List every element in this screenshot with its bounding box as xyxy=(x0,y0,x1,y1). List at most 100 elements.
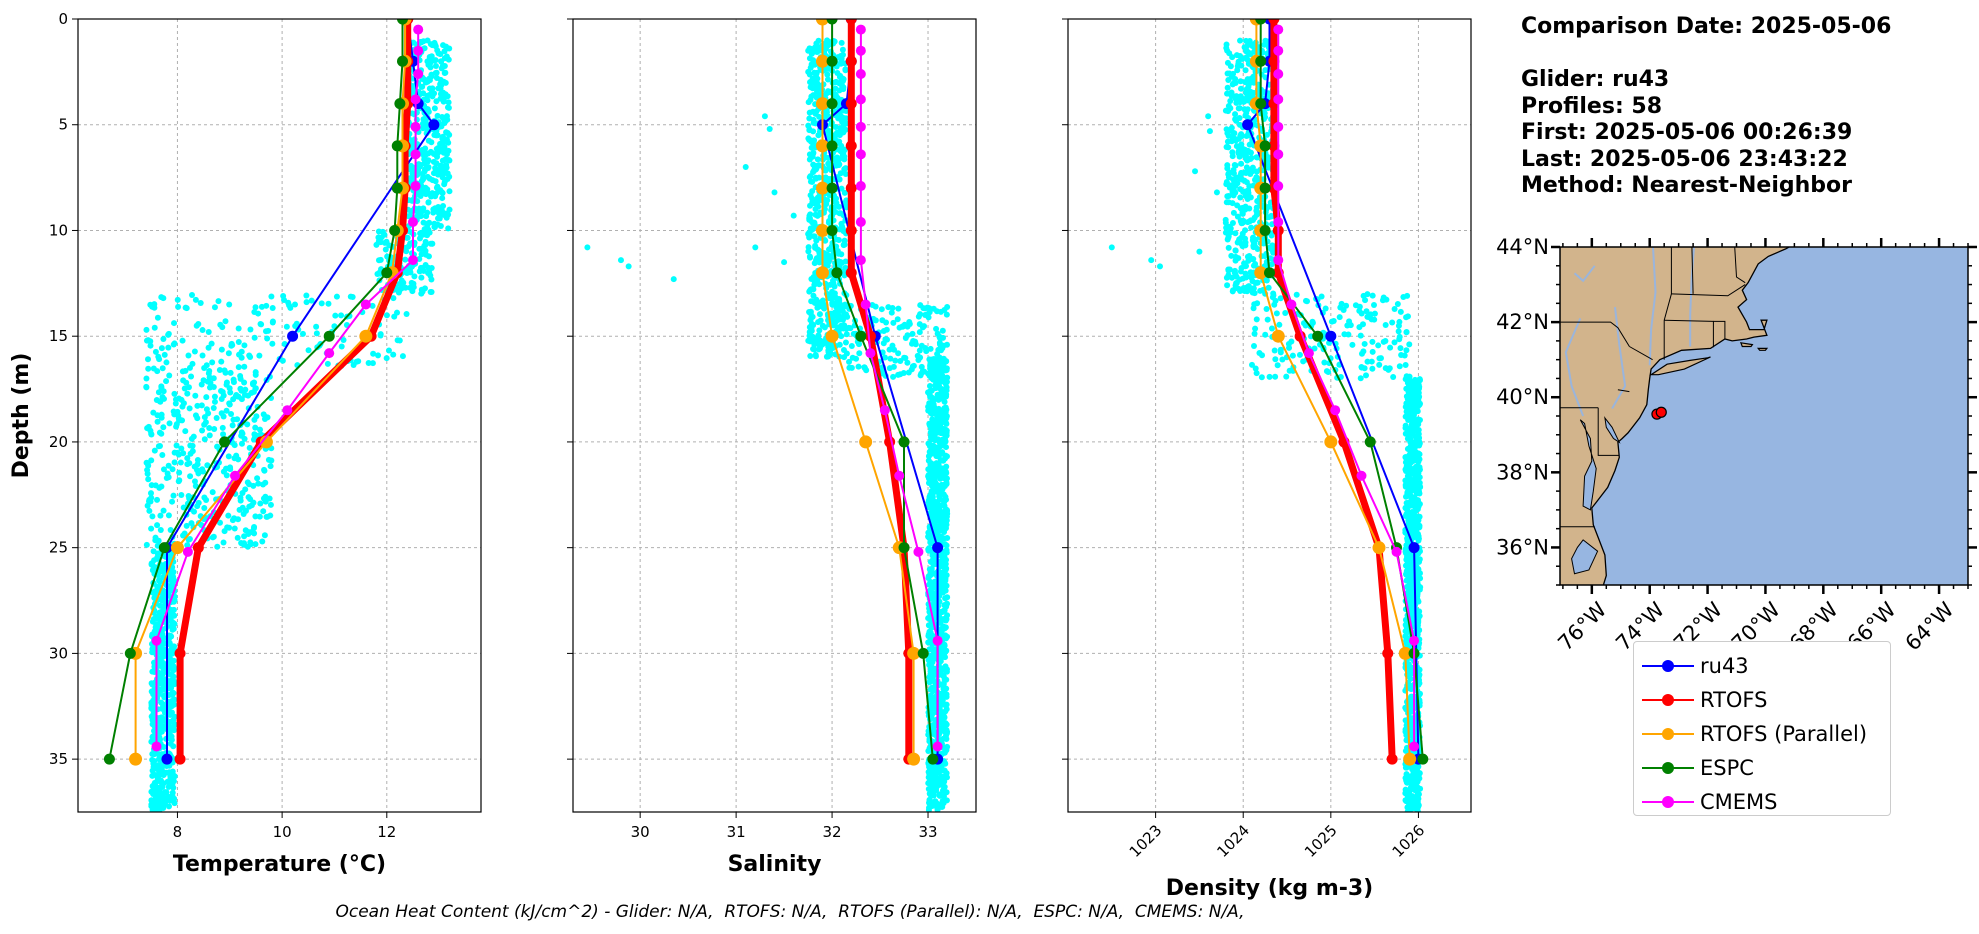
scatter-point xyxy=(937,619,944,626)
scatter-point xyxy=(1279,356,1286,363)
scatter-point xyxy=(807,254,814,261)
scatter-point xyxy=(1245,83,1252,90)
scatter-point xyxy=(814,196,821,203)
scatter-point xyxy=(305,347,312,354)
series-point-espc xyxy=(103,753,115,765)
scatter-point xyxy=(428,264,435,271)
scatter-point xyxy=(927,698,934,705)
scatter-point xyxy=(186,405,193,412)
scatter-point xyxy=(807,84,814,91)
scatter-point xyxy=(261,532,268,539)
scatter-point xyxy=(1222,107,1229,114)
scatter-point xyxy=(227,369,234,376)
scatter-point xyxy=(170,620,177,627)
scatter-point xyxy=(933,308,940,315)
series-line-rtofs xyxy=(847,19,913,760)
scatter-point xyxy=(149,631,156,638)
scatter-point xyxy=(225,350,232,357)
scatter-point xyxy=(435,203,442,210)
y-tick-label: 20 xyxy=(49,433,68,451)
scatter-point xyxy=(267,463,274,470)
scatter-point xyxy=(1249,278,1256,285)
scatter-point xyxy=(433,75,440,82)
series-point-cmems xyxy=(413,45,424,56)
scatter-point xyxy=(143,383,150,390)
scatter-point xyxy=(191,348,198,355)
scatter-point xyxy=(1271,347,1278,354)
scatter-point xyxy=(943,789,950,796)
scatter-point xyxy=(939,520,946,527)
scatter-point xyxy=(932,385,939,392)
scatter-point xyxy=(424,173,431,180)
scatter-point xyxy=(428,53,435,60)
scatter-point xyxy=(192,392,199,399)
scatter-point xyxy=(855,363,862,370)
model-series xyxy=(815,19,944,766)
scatter-point xyxy=(841,322,848,329)
y-tick-label: 15 xyxy=(49,327,68,345)
scatter-point xyxy=(1369,348,1376,355)
scatter-point xyxy=(184,390,191,397)
scatter-point xyxy=(1230,209,1237,216)
scatter-point xyxy=(761,113,768,120)
scatter-point xyxy=(169,626,176,633)
series-point-espc xyxy=(826,182,838,194)
scatter-point xyxy=(303,299,310,306)
scatter-point xyxy=(930,594,937,601)
scatter-point xyxy=(1270,292,1277,299)
scatter-point xyxy=(1268,325,1275,332)
scatter-point xyxy=(238,440,245,447)
series-point-rtofs xyxy=(192,542,204,554)
scatter-point xyxy=(1250,216,1257,223)
scatter-point xyxy=(856,341,863,348)
scatter-point xyxy=(206,368,213,375)
scatter-point xyxy=(1225,192,1232,199)
series-point-cmems xyxy=(151,741,162,752)
scatter-point xyxy=(1229,92,1236,99)
scatter-point xyxy=(199,427,206,434)
scatter-point xyxy=(927,634,934,641)
scatter-point xyxy=(1233,279,1240,286)
scatter-point xyxy=(1400,294,1407,301)
scatter-point xyxy=(260,508,267,515)
scatter-point xyxy=(208,340,215,347)
scatter-point xyxy=(916,347,923,354)
scatter-point xyxy=(943,475,950,482)
scatter-point xyxy=(1404,313,1411,320)
scatter-point xyxy=(211,304,218,311)
scatter-point xyxy=(886,346,893,353)
scatter-point xyxy=(825,65,832,72)
scatter-point xyxy=(812,242,819,249)
series-point-cmems xyxy=(855,149,866,160)
series-point-espc xyxy=(396,19,408,25)
series-point-cmems xyxy=(182,546,193,557)
scatter-point xyxy=(1252,243,1259,250)
scatter-point xyxy=(1235,94,1242,101)
scatter-point xyxy=(806,127,813,134)
y-axis-label: Depth (m) xyxy=(9,353,34,479)
scatter-point xyxy=(231,525,238,532)
scatter-point xyxy=(922,305,929,312)
scatter-point xyxy=(148,680,155,687)
series-point-rtofs xyxy=(845,182,857,194)
scatter-point xyxy=(155,800,162,807)
series-point-rtofs-parallel xyxy=(815,223,829,237)
scatter-point xyxy=(927,369,934,376)
scatter-point xyxy=(422,188,429,195)
scatter-point xyxy=(420,267,427,274)
scatter-point xyxy=(211,426,218,433)
scatter-point xyxy=(192,483,199,490)
scatter-point xyxy=(938,387,945,394)
scatter-point xyxy=(1225,244,1232,251)
scatter-point xyxy=(434,145,441,152)
series-point-espc xyxy=(391,140,403,152)
scatter-point xyxy=(1243,179,1250,186)
scatter-point xyxy=(191,463,198,470)
scatter-point xyxy=(147,342,154,349)
series-point-cmems xyxy=(894,470,905,481)
scatter-point xyxy=(941,529,948,536)
scatter-point xyxy=(939,691,946,698)
series-point-rtofs xyxy=(845,224,857,236)
scatter-point xyxy=(439,133,446,140)
scatter-point xyxy=(173,423,180,430)
